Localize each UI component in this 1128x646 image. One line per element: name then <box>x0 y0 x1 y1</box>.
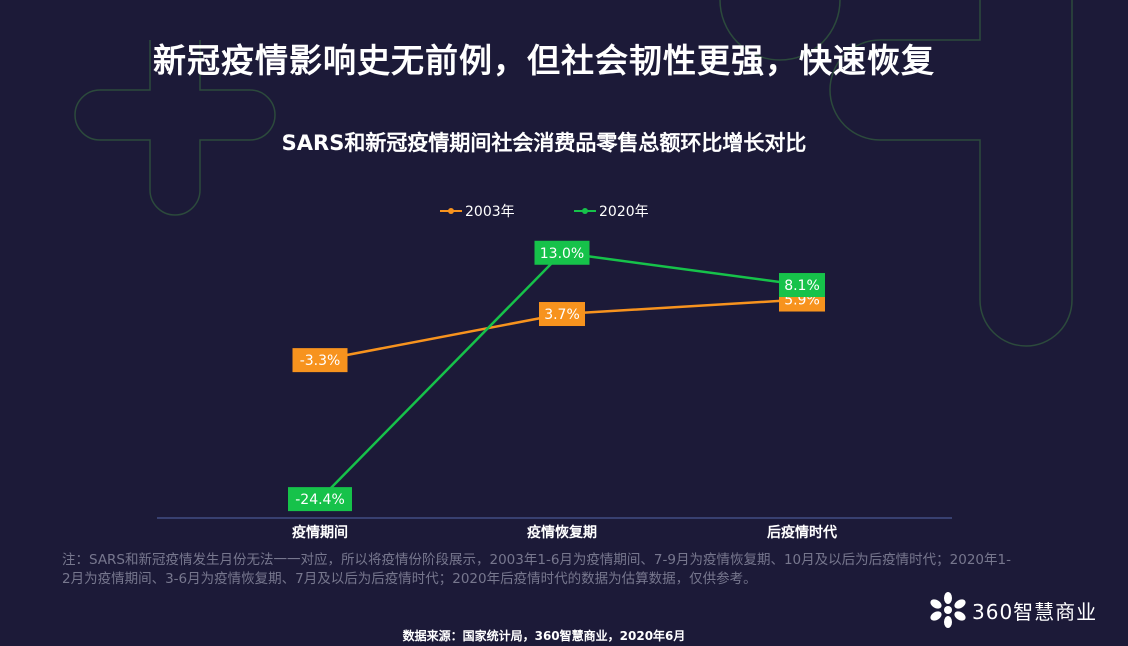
flower-logo-icon <box>930 592 966 628</box>
x-tick-label: 疫情恢复期 <box>527 524 597 541</box>
brand-logo: 360智慧商业 <box>930 590 1097 630</box>
x-tick-label: 后疫情时代 <box>767 524 837 541</box>
data-source: 数据来源：国家统计局，360智慧商业，2020年6月 <box>402 629 686 643</box>
data-label: 8.1% <box>784 278 820 294</box>
data-label-box <box>534 240 590 265</box>
data-label: 3.7% <box>544 307 580 323</box>
chart-title: SARS和新冠疫情期间社会消费品零售总额环比增长对比 <box>281 131 807 155</box>
data-label-box <box>539 302 585 327</box>
page-title: 新冠疫情影响史无前例，但社会韧性更强，快速恢复 <box>153 41 935 80</box>
legend-label: 2020年 <box>599 204 649 220</box>
legend-marker <box>582 208 588 214</box>
data-label-box <box>292 348 348 373</box>
data-label-box <box>288 487 352 512</box>
series-line <box>319 251 803 500</box>
data-label-box <box>779 273 825 298</box>
x-tick-label: 疫情期间 <box>292 524 348 541</box>
legend-label: 2003年 <box>465 204 515 220</box>
logo-text: 360智慧商业 <box>972 599 1098 624</box>
legend-marker <box>448 208 454 214</box>
data-label: -3.3% <box>300 353 341 369</box>
footnote: 注：SARS和新冠疫情发生月份无法一一对应，所以将疫情份阶段展示，2003年1-… <box>62 552 1011 587</box>
data-label: -24.4% <box>295 492 345 508</box>
data-label: 13.0% <box>540 246 584 262</box>
